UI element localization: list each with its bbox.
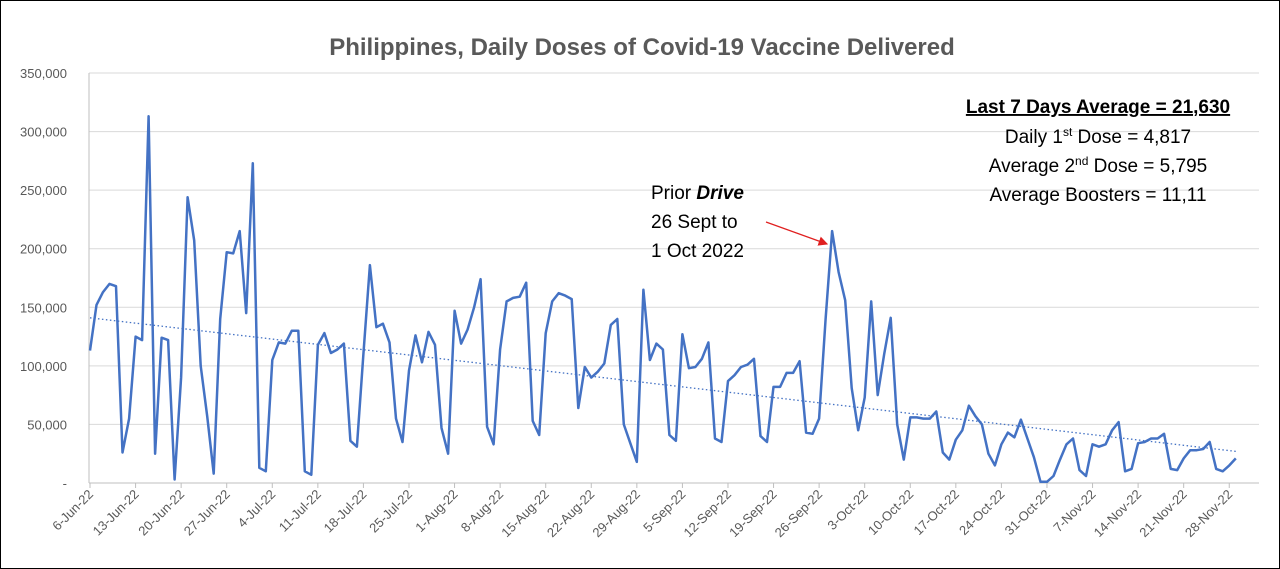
- y-tick-label: 100,000: [20, 359, 67, 374]
- drive-annotation: Prior Drive 26 Sept to 1 Oct 2022: [651, 183, 829, 262]
- x-tick-label: 17-Oct-22: [910, 487, 961, 538]
- summary-line-first-dose: Daily 1st Dose = 4,817: [1005, 125, 1191, 148]
- x-tick-label: 1-Aug-22: [412, 487, 460, 535]
- y-tick-label: 200,000: [20, 242, 67, 257]
- x-tick-label: 27-Jun-22: [181, 487, 233, 539]
- x-tick-label: 29-Aug-22: [589, 487, 643, 541]
- x-tick-label: 28-Nov-22: [1182, 487, 1236, 541]
- x-tick-label: 13-Jun-22: [90, 487, 142, 539]
- summary-annotation: Last 7 Days Average = 21,630 Daily 1st D…: [966, 97, 1230, 206]
- summary-line-boosters: Average Boosters = 11,11: [989, 185, 1206, 206]
- y-tick-label: 150,000: [20, 300, 67, 315]
- trendline: [89, 317, 1236, 453]
- x-tick-label: 11-Jul-22: [276, 487, 324, 535]
- y-tick-label: 300,000: [20, 125, 67, 140]
- y-tick-label: 50,000: [27, 417, 67, 432]
- y-axis: - 50,000 100,000 150,000 200,000 250,000 300,0…: [20, 66, 1259, 491]
- x-tick-label: 20-Jun-22: [135, 487, 187, 539]
- x-tick-label: 18-Jul-22: [321, 487, 370, 536]
- chart-title: Philippines, Daily Doses of Covid-19 Vac…: [329, 34, 955, 61]
- gridlines: [89, 72, 1259, 425]
- daily-doses-line: [88, 115, 1237, 484]
- drive-annotation-line1: Prior Drive: [651, 183, 744, 204]
- linear-trendline: [89, 317, 1236, 453]
- y-tick-label: -: [63, 476, 67, 491]
- x-tick-label: 12-Sep-22: [681, 487, 735, 541]
- drive-annotation-line2: 26 Sept to: [651, 212, 738, 233]
- drive-annotation-line3: 1 Oct 2022: [651, 241, 744, 262]
- x-tick-label: 6-Jun-22: [49, 487, 96, 534]
- x-tick-label: 14-Nov-22: [1091, 487, 1145, 541]
- x-tick-label: 22-Aug-22: [544, 487, 598, 541]
- series-line: [88, 115, 1237, 484]
- x-tick-label: 4-Jul-22: [235, 487, 279, 531]
- x-tick-label: 19-Sep-22: [726, 487, 780, 541]
- x-tick-label: 10-Oct-22: [865, 487, 916, 538]
- x-tick-label: 21-Nov-22: [1136, 487, 1190, 541]
- y-tick-label: 250,000: [20, 183, 67, 198]
- x-tick-label: 26-Sep-22: [772, 487, 826, 541]
- y-tick-label: 350,000: [20, 66, 67, 81]
- summary-heading: Last 7 Days Average = 21,630: [966, 97, 1230, 118]
- x-tick-label: 3-Oct-22: [824, 487, 870, 533]
- x-tick-label: 25-Jul-22: [366, 487, 415, 536]
- drive-arrow: [765, 221, 829, 246]
- x-tick-label: 31-Oct-22: [1002, 487, 1053, 538]
- x-tick-label: 15-Aug-22: [498, 487, 552, 541]
- x-tick-label: 24-Oct-22: [956, 487, 1007, 538]
- summary-line-second-dose: Average 2nd Dose = 5,795: [989, 154, 1207, 177]
